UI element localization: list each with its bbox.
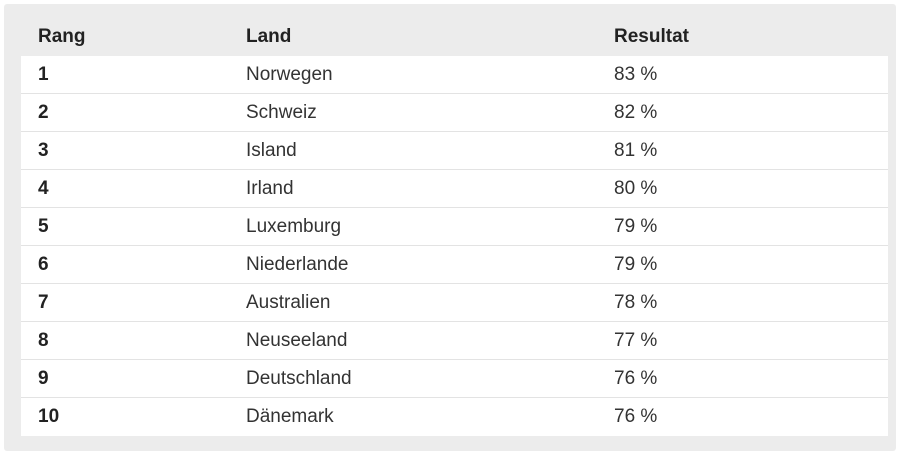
table-header-row: Rang Land Resultat: [21, 18, 888, 56]
result-cell: 80 %: [614, 178, 658, 199]
country-cell: Luxemburg: [246, 216, 342, 237]
country-cell: Dänemark: [246, 406, 334, 427]
result-cell: 79 %: [614, 216, 658, 237]
result-cell: 76 %: [614, 368, 658, 389]
header-rank: Rang: [38, 26, 86, 47]
rank-cell: 4: [38, 178, 49, 199]
table-row: 4 Irland 80 %: [21, 170, 888, 208]
country-cell: Neuseeland: [246, 330, 348, 351]
table-row: 1 Norwegen 83 %: [21, 56, 888, 94]
country-cell: Norwegen: [246, 64, 333, 85]
country-cell: Deutschland: [246, 368, 352, 389]
table-body: 1 Norwegen 83 % 2 Schweiz 82 % 3 Island 81 % 4 Irl…: [21, 56, 888, 436]
table-row: 7 Australien 78 %: [21, 284, 888, 322]
rank-cell: 5: [38, 216, 49, 237]
country-cell: Island: [246, 140, 297, 161]
result-cell: 81 %: [614, 140, 658, 161]
country-cell: Australien: [246, 292, 331, 313]
rank-cell: 10: [38, 406, 60, 427]
table-row: 8 Neuseeland 77 %: [21, 322, 888, 360]
rank-cell: 9: [38, 368, 49, 389]
result-cell: 82 %: [614, 102, 658, 123]
table-row: 3 Island 81 %: [21, 132, 888, 170]
table-row: 9 Deutschland 76 %: [21, 360, 888, 398]
table-row: 6 Niederlande 79 %: [21, 246, 888, 284]
rank-cell: 8: [38, 330, 49, 351]
table-row: 10 Dänemark 76 %: [21, 398, 888, 436]
rank-cell: 6: [38, 254, 49, 275]
country-cell: Niederlande: [246, 254, 349, 275]
rank-cell: 1: [38, 64, 49, 85]
result-cell: 78 %: [614, 292, 658, 313]
result-cell: 83 %: [614, 64, 658, 85]
country-cell: Irland: [246, 178, 294, 199]
country-cell: Schweiz: [246, 102, 317, 123]
table-row: 2 Schweiz 82 %: [21, 94, 888, 132]
header-country: Land: [246, 26, 292, 47]
rank-cell: 3: [38, 140, 49, 161]
rank-cell: 7: [38, 292, 49, 313]
table-container: Rang Land Resultat 1 Norwegen 83 % 2 Schweiz…: [4, 4, 896, 451]
rank-cell: 2: [38, 102, 49, 123]
ranking-table: Rang Land Resultat 1 Norwegen 83 % 2 Schweiz…: [21, 18, 888, 436]
table-row: 5 Luxemburg 79 %: [21, 208, 888, 246]
result-cell: 79 %: [614, 254, 658, 275]
result-cell: 76 %: [614, 406, 658, 427]
result-cell: 77 %: [614, 330, 658, 351]
header-result: Resultat: [614, 26, 689, 47]
